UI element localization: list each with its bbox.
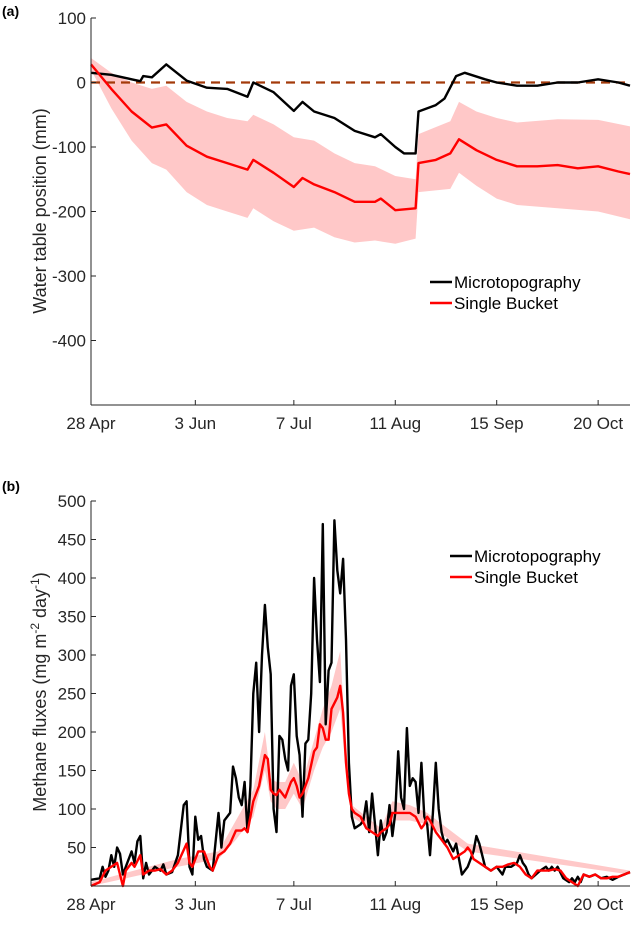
x-tick-label: 7 Jul xyxy=(276,414,312,433)
x-tick-label: 11 Aug xyxy=(369,414,421,433)
series-line-microtopography xyxy=(90,63,631,155)
ylabel-mid: day xyxy=(30,589,50,623)
y-tick-label: 300 xyxy=(58,646,86,665)
x-tick-label: 15 Sep xyxy=(470,895,524,914)
y-tick-label: -100 xyxy=(52,138,86,157)
panel-b-y-axis-label: Methane fluxes (mg m-2 day-1) xyxy=(28,572,50,811)
y-tick-label: 350 xyxy=(58,608,86,627)
x-tick-label: 3 Jun xyxy=(175,414,217,433)
y-tick-label: 50 xyxy=(67,839,86,858)
y-tick-label: -200 xyxy=(52,203,86,222)
x-tick-label: 7 Jul xyxy=(276,895,312,914)
x-tick-label: 15 Sep xyxy=(470,414,524,433)
y-tick-label: 150 xyxy=(58,762,86,781)
y-tick-label: 100 xyxy=(58,800,86,819)
x-tick-label: 28 Apr xyxy=(66,414,115,433)
x-tick-label: 20 Oct xyxy=(573,895,623,914)
panel-a-water-table-chart: (a) 100 0 -100 -200 -300 -400 28 Apr 3 Jun 7 Jul… xyxy=(2,3,631,433)
uncertainty-band-1 xyxy=(91,651,630,886)
ylabel-sup2: -1 xyxy=(28,578,42,589)
x-tick-label: 28 Apr xyxy=(66,895,115,914)
x-tick-label: 20 Oct xyxy=(573,414,623,433)
ylabel-sup1: -2 xyxy=(28,623,42,634)
legend-label: Microtopography xyxy=(454,273,581,292)
ylabel-main: Methane fluxes (mg m xyxy=(30,634,50,812)
y-tick-label: 450 xyxy=(58,531,86,550)
y-tick-label: 200 xyxy=(58,723,86,742)
series-line-microtopography xyxy=(90,519,631,884)
y-tick-label: 100 xyxy=(58,9,86,28)
y-tick-label: -300 xyxy=(52,267,86,286)
series-line-single-bucket xyxy=(90,63,631,212)
x-tick-label: 3 Jun xyxy=(175,895,217,914)
legend-label: Single Bucket xyxy=(474,568,578,587)
uncertainty-band-1 xyxy=(91,58,630,244)
panel-a-y-axis-label: Water table position (mm) xyxy=(30,108,50,313)
ylabel-end: ) xyxy=(30,572,50,578)
panel-a-label: (a) xyxy=(2,3,19,19)
y-tick-label: 250 xyxy=(58,685,86,704)
y-tick-label: -400 xyxy=(52,332,86,351)
panel-b-label: (b) xyxy=(2,478,20,494)
series-line-single-bucket xyxy=(90,684,631,888)
y-tick-label: 0 xyxy=(77,74,86,93)
y-tick-label: 500 xyxy=(58,492,86,511)
legend-label: Single Bucket xyxy=(454,294,558,313)
panel-b-methane-flux-chart: (b) 500 450 400 350 300 250 200 150 100 50 28 Apr 3… xyxy=(2,478,631,914)
x-tick-label: 11 Aug xyxy=(369,895,421,914)
y-tick-label: 400 xyxy=(58,569,86,588)
legend-label: Microtopography xyxy=(474,547,601,566)
